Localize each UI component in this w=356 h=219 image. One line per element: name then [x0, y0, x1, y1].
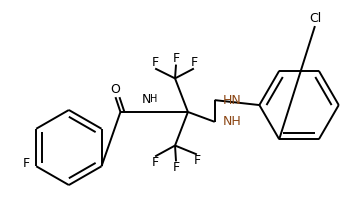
Text: F: F	[152, 156, 159, 169]
Text: H: H	[151, 94, 158, 104]
Text: F: F	[23, 157, 30, 170]
Text: Cl: Cl	[309, 12, 321, 25]
Text: F: F	[193, 154, 200, 167]
Text: F: F	[190, 56, 198, 69]
Text: F: F	[172, 52, 179, 65]
Text: HN: HN	[222, 94, 241, 107]
Text: F: F	[152, 56, 159, 69]
Text: N: N	[142, 93, 151, 106]
Text: NH: NH	[222, 115, 241, 128]
Text: O: O	[111, 83, 120, 96]
Text: F: F	[172, 161, 179, 174]
